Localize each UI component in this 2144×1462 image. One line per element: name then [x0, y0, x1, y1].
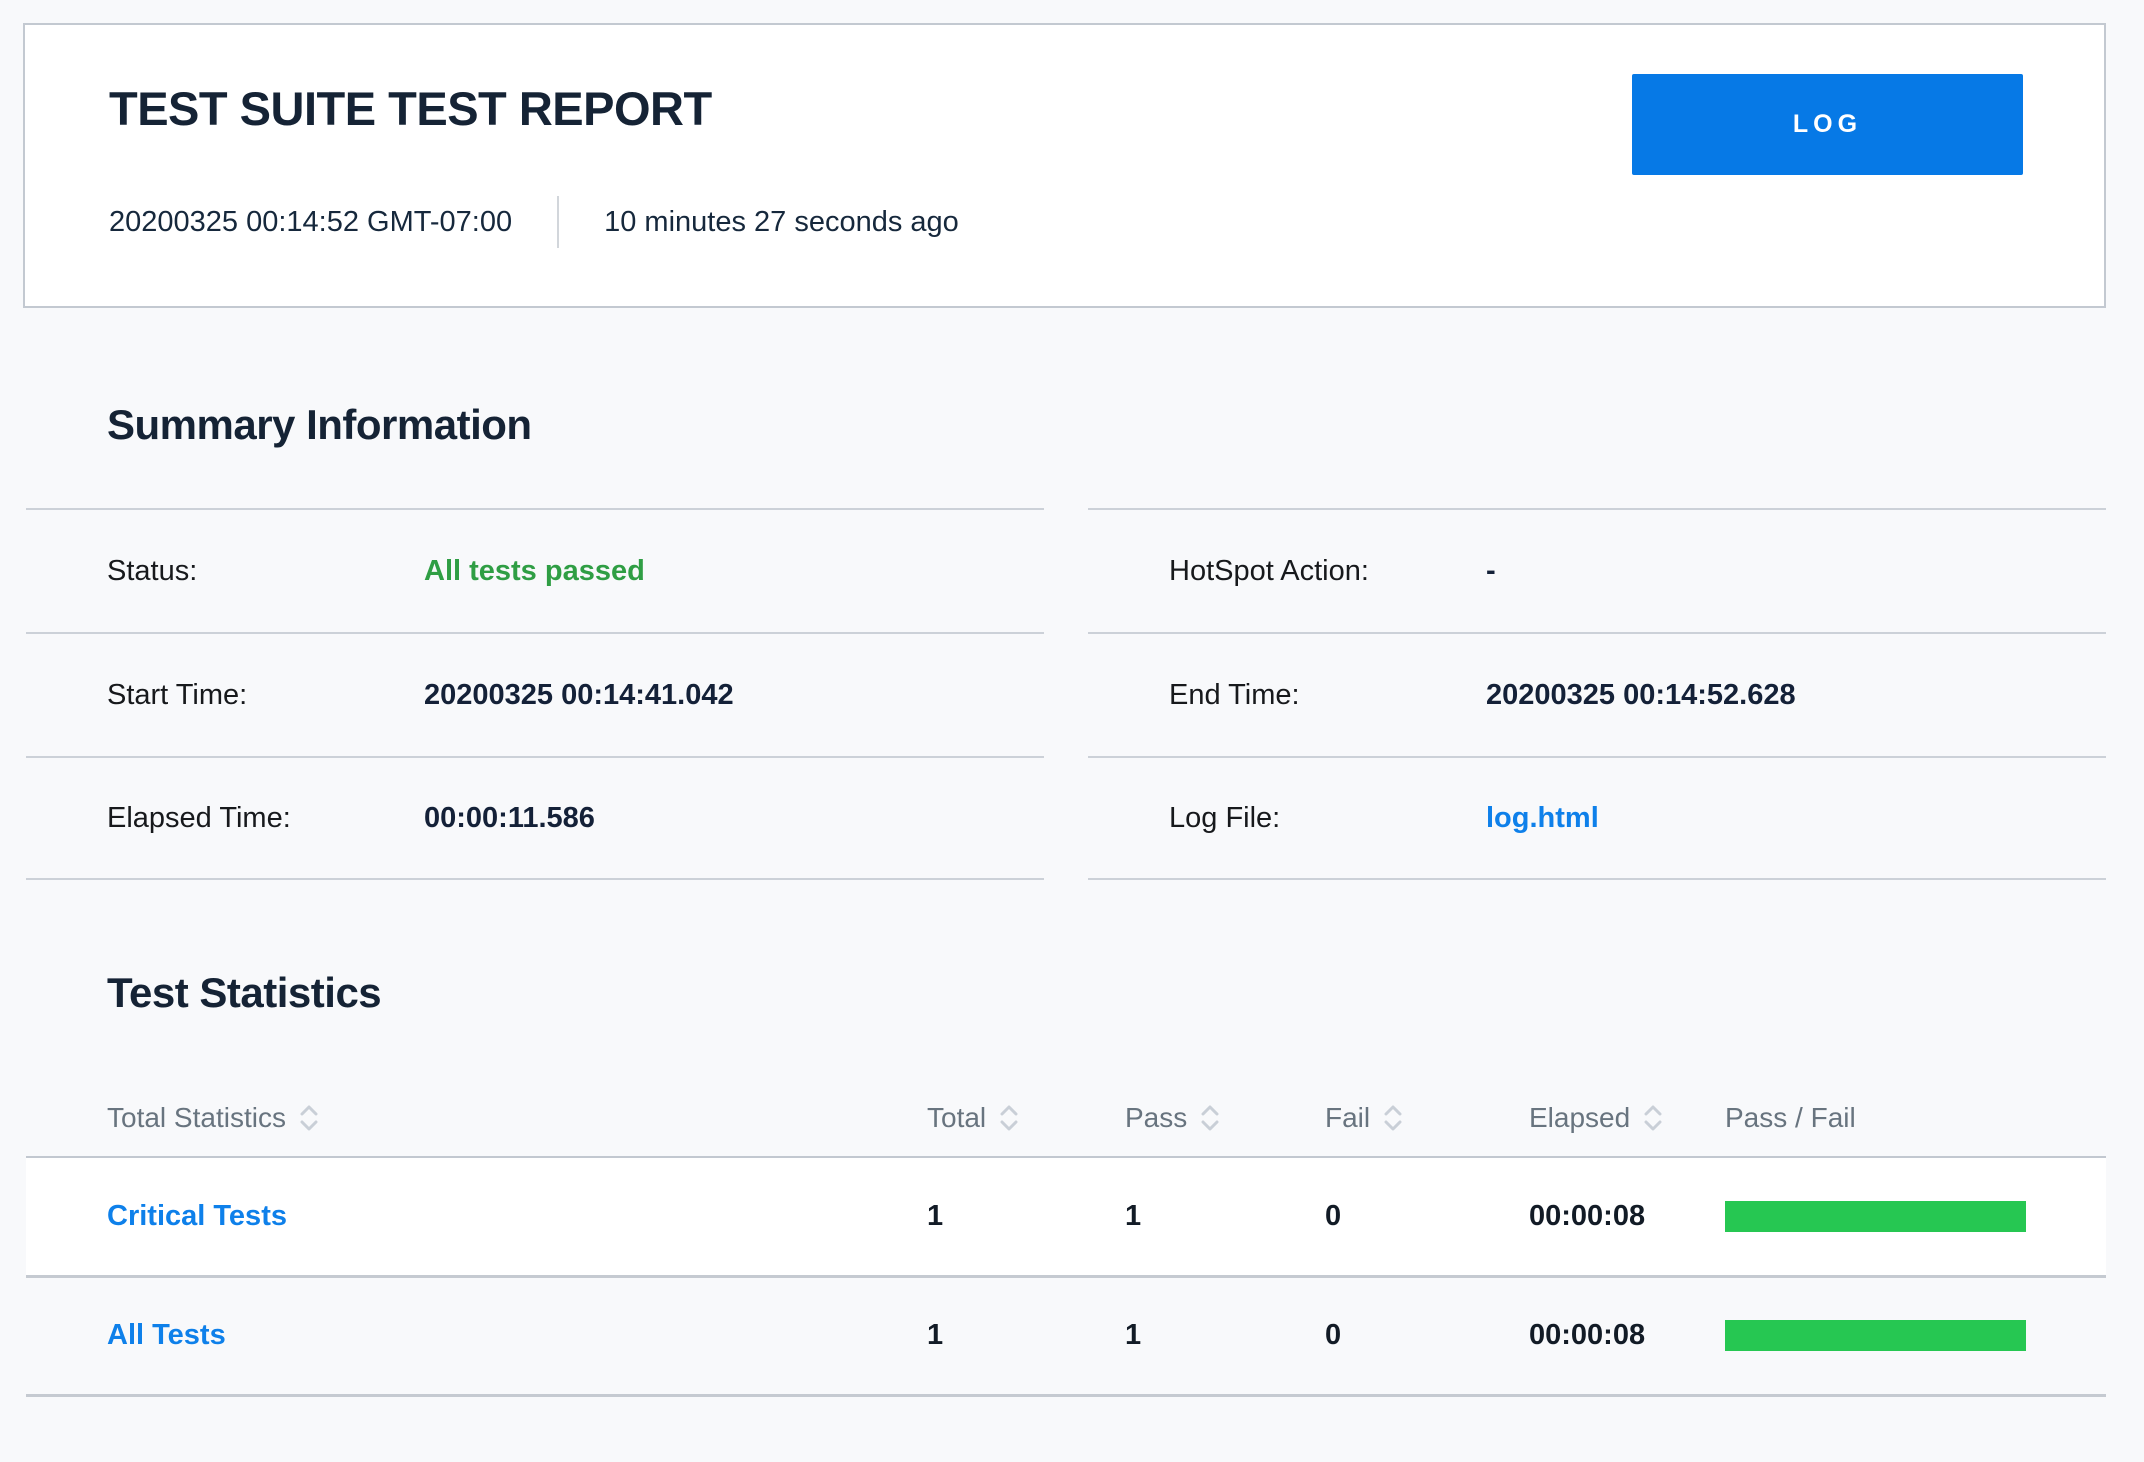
generated-relative-time: 10 minutes 27 seconds ago: [604, 205, 959, 238]
column-header-fail-label: Fail: [1325, 1102, 1371, 1133]
critical-pass-fail-bar: [1725, 1200, 2026, 1232]
sort-chevrons-icon: [1384, 1105, 1402, 1131]
summary-right-column: HotSpot Action: - End Time: 20200325 00:…: [1088, 508, 2106, 880]
sort-chevrons-icon: [1201, 1105, 1219, 1131]
stats-row-all-tests: All Tests 1 1 0 00:00:08: [26, 1276, 2106, 1397]
stats-row-critical-tests: Critical Tests 1 1 0 00:00:08: [26, 1157, 2106, 1278]
elapsed-time-label: Elapsed Time:: [107, 801, 291, 834]
sort-chevrons-icon: [1644, 1105, 1662, 1131]
log-file-link[interactable]: log.html: [1486, 801, 1599, 834]
summary-row-hotspot-action: HotSpot Action: -: [1088, 508, 2106, 632]
column-header-pass-label: Pass: [1125, 1102, 1188, 1133]
column-header-elapsed[interactable]: Elapsed: [1529, 1080, 1725, 1158]
status-value: All tests passed: [424, 554, 645, 587]
column-header-total[interactable]: Total: [927, 1080, 1125, 1158]
column-header-pass[interactable]: Pass: [1125, 1080, 1325, 1158]
all-elapsed-cell: 00:00:08: [1529, 1276, 1725, 1397]
critical-tests-link[interactable]: Critical Tests: [107, 1199, 287, 1232]
critical-fail-cell: 0: [1325, 1157, 1529, 1278]
column-header-pass-fail-graph: Pass / Fail: [1725, 1080, 2106, 1158]
all-tests-link[interactable]: All Tests: [107, 1319, 226, 1351]
summary-heading: Summary Information: [107, 401, 532, 448]
column-header-total-statistics[interactable]: Total Statistics: [26, 1080, 927, 1158]
summary-left-column: Status: All tests passed Start Time: 202…: [26, 508, 1044, 880]
sort-chevrons-icon: [300, 1105, 318, 1131]
meta-divider: [557, 196, 560, 248]
summary-section: Summary Information Status: All tests pa…: [26, 400, 2106, 880]
end-time-label: End Time:: [1169, 678, 1300, 711]
critical-elapsed-cell: 00:00:08: [1529, 1157, 1725, 1278]
critical-pass-cell: 1: [1125, 1157, 1325, 1278]
start-time-label: Start Time:: [107, 678, 248, 711]
generated-timestamp: 20200325 00:14:52 GMT-07:00: [109, 205, 513, 238]
statistics-table: Total Statistics Total Pass: [26, 1080, 2106, 1397]
critical-total-cell: 1: [927, 1157, 1125, 1278]
column-header-total-statistics-label: Total Statistics: [107, 1102, 286, 1133]
summary-row-status: Status: All tests passed: [26, 508, 1044, 632]
summary-row-end-time: End Time: 20200325 00:14:52.628: [1088, 632, 2106, 756]
statistics-header-row: Total Statistics Total Pass: [26, 1080, 2106, 1158]
column-header-total-label: Total: [927, 1102, 987, 1133]
end-time-value: 20200325 00:14:52.628: [1486, 678, 1796, 711]
column-header-elapsed-label: Elapsed: [1529, 1102, 1631, 1133]
summary-row-elapsed-time: Elapsed Time: 00:00:11.586: [26, 756, 1044, 880]
all-pass-cell: 1: [1125, 1276, 1325, 1397]
column-header-pass-fail-label: Pass / Fail: [1725, 1102, 1856, 1133]
all-pass-bar-segment: [1725, 1320, 2026, 1351]
hotspot-action-label: HotSpot Action:: [1169, 554, 1369, 587]
sort-chevrons-icon: [1000, 1105, 1018, 1131]
elapsed-time-value: 00:00:11.586: [424, 801, 595, 834]
all-total-cell: 1: [927, 1276, 1125, 1397]
page-title: TEST SUITE TEST REPORT: [109, 82, 712, 135]
log-button[interactable]: LOG: [1632, 74, 2023, 175]
start-time-value: 20200325 00:14:41.042: [424, 678, 734, 711]
statistics-section: Test Statistics Total Statistics Total: [26, 968, 2106, 1397]
statistics-heading: Test Statistics: [107, 969, 382, 1016]
summary-row-log-file: Log File: log.html: [1088, 756, 2106, 880]
all-pass-fail-bar: [1725, 1320, 2026, 1351]
report-header-card: TEST SUITE TEST REPORT LOG 20200325 00:1…: [23, 23, 2106, 308]
column-header-fail[interactable]: Fail: [1325, 1080, 1529, 1158]
report-meta: 20200325 00:14:52 GMT-07:00 10 minutes 2…: [109, 191, 959, 253]
status-label: Status:: [107, 554, 198, 587]
all-fail-cell: 0: [1325, 1276, 1529, 1397]
critical-pass-bar-segment: [1725, 1200, 2026, 1232]
log-file-label: Log File:: [1169, 801, 1281, 834]
summary-grid: Status: All tests passed Start Time: 202…: [26, 508, 2106, 880]
summary-row-start-time: Start Time: 20200325 00:14:41.042: [26, 632, 1044, 756]
hotspot-action-value: -: [1486, 554, 1496, 587]
